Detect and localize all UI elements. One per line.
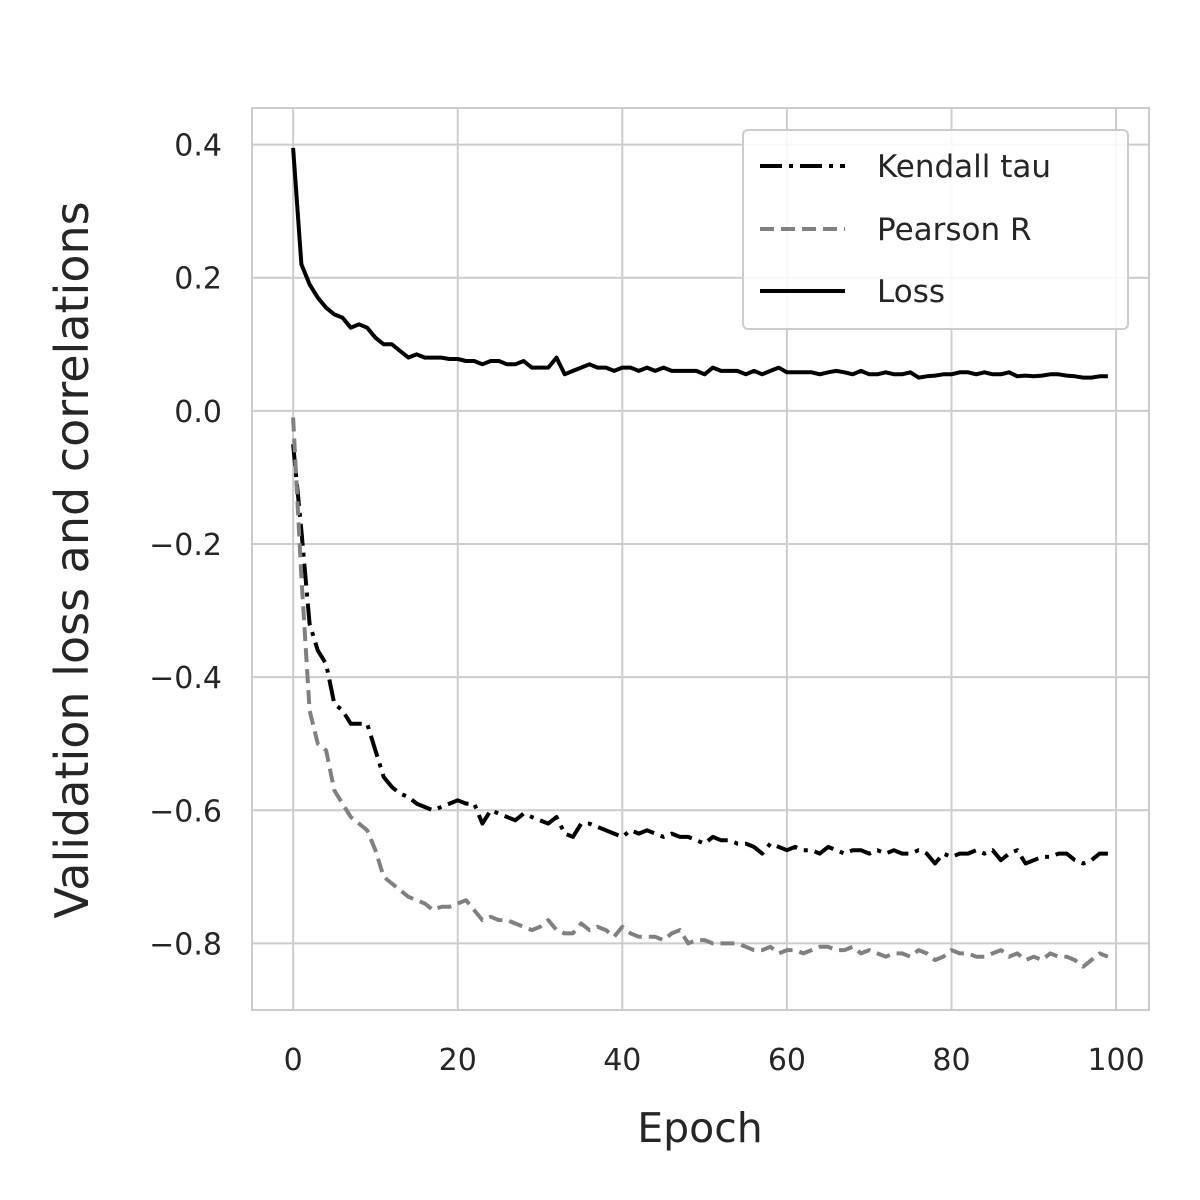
x-tick-label: 80	[932, 1043, 970, 1078]
x-tick-labels: 0 20 40 60 80 100	[284, 1043, 1145, 1078]
y-axis-title: Validation loss and correlations	[45, 201, 99, 918]
y-tick-label: −0.8	[149, 927, 222, 962]
y-tick-labels: 0.4 0.2 0.0 −0.2 −0.4 −0.6 −0.8	[149, 129, 222, 963]
series-line-pearson-r	[291, 417, 1109, 969]
y-tick-label: 0.4	[174, 129, 222, 164]
x-tick-label: 0	[284, 1043, 303, 1078]
legend-label: Loss	[877, 274, 945, 310]
x-tick-label: 100	[1087, 1043, 1144, 1078]
x-tick-label: 20	[439, 1043, 477, 1078]
y-tick-label: 0.2	[174, 262, 222, 297]
y-tick-label: −0.4	[149, 661, 222, 696]
legend-label: Pearson R	[877, 212, 1032, 248]
x-axis-title: Epoch	[637, 1104, 763, 1152]
series-group	[291, 147, 1109, 969]
x-tick-label: 60	[768, 1043, 806, 1078]
x-tick-label: 40	[603, 1043, 641, 1078]
grid	[252, 108, 1149, 1010]
y-tick-label: 0.0	[174, 395, 222, 430]
y-tick-label: −0.6	[149, 794, 222, 829]
y-tick-label: −0.2	[149, 528, 222, 563]
legend: Kendall tau Pearson R Loss	[742, 129, 1129, 330]
series-line-kendall-tau	[291, 444, 1108, 866]
plot-area-frame	[251, 107, 1150, 1011]
series-line-loss	[291, 147, 1108, 380]
legend-box	[742, 129, 1129, 330]
legend-label: Kendall tau	[877, 149, 1051, 185]
